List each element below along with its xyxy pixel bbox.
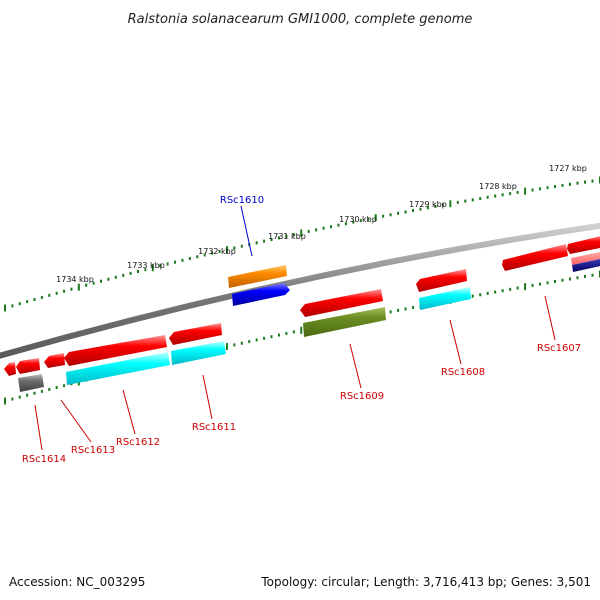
gene-rsc1609-feature[interactable] <box>303 307 386 337</box>
kbp-label-1734: 1734 kbp <box>56 275 94 284</box>
gene-rsc1612-feature[interactable] <box>66 352 170 385</box>
gene-rsc1607-cds[interactable] <box>502 244 568 271</box>
leader-rsc1611 <box>202 374 213 420</box>
leader-rsc1613 <box>60 399 92 443</box>
gene-label-rsc1614[interactable]: RSc1614 <box>22 454 66 465</box>
gene-rsc1610-feature[interactable] <box>228 265 287 288</box>
kbp-label-1732: 1732 kbp <box>198 247 236 256</box>
gene-label-rsc1610[interactable]: RSc1610 <box>220 195 264 206</box>
kbp-label-1727: 1727 kbp <box>549 164 587 173</box>
kbp-label-1731: 1731 kbp <box>268 232 306 241</box>
leader-rsc1607 <box>544 295 556 341</box>
gene-label-rsc1607[interactable]: RSc1607 <box>537 343 581 354</box>
gene-rsc1613-cds[interactable] <box>44 353 65 368</box>
gene-rsc1614-feature[interactable] <box>18 374 44 392</box>
gene-left-edge-cds[interactable] <box>4 362 16 376</box>
gene-rsc1608-cds[interactable] <box>416 269 467 292</box>
gene-rsc1611-feature[interactable] <box>171 341 226 365</box>
kbp-label-1729: 1729 kbp <box>409 200 447 209</box>
gene-right-edge-feature-navy[interactable] <box>572 258 600 272</box>
gene-rsc1609-cds[interactable] <box>300 289 383 317</box>
gene-right-edge-feature-pink[interactable] <box>571 251 600 265</box>
kbp-labels: 1727 kbp 1728 kbp 1729 kbp 1730 kbp 1731… <box>56 164 587 284</box>
gene-label-rsc1612[interactable]: RSc1612 <box>116 437 160 448</box>
gene-labels: RSc1610 RSc1607 RSc1608 RSc1609 RSc1611 … <box>22 195 581 465</box>
kbp-label-1733: 1733 kbp <box>127 261 165 270</box>
gene-label-rsc1611[interactable]: RSc1611 <box>192 422 236 433</box>
gene-rsc1610-cds[interactable] <box>232 283 290 306</box>
kbp-label-1730: 1730 kbp <box>339 215 377 224</box>
accession-text: Accession: NC_003295 <box>9 575 145 589</box>
reverse-features <box>4 269 471 392</box>
leader-rsc1608 <box>449 319 462 365</box>
gene-label-rsc1613[interactable]: RSc1613 <box>71 445 115 456</box>
gene-label-rsc1608[interactable]: RSc1608 <box>441 367 485 378</box>
leader-rsc1612 <box>122 389 136 435</box>
gene-rsc1614-cds[interactable] <box>16 358 40 374</box>
label-leader-lines <box>34 205 556 451</box>
leader-rsc1610 <box>240 205 253 257</box>
leader-rsc1614 <box>34 404 43 451</box>
forward-features <box>228 235 600 306</box>
leader-rsc1609 <box>349 343 362 389</box>
genome-backbone <box>0 222 600 359</box>
gene-label-rsc1609[interactable]: RSc1609 <box>340 391 384 402</box>
gene-rsc1612-cds[interactable] <box>64 335 167 366</box>
gene-right-edge-cds[interactable] <box>567 235 600 254</box>
genome-summary-text: Topology: circular; Length: 3,716,413 bp… <box>260 575 591 589</box>
kbp-label-1728: 1728 kbp <box>479 182 517 191</box>
gene-rsc1611-cds[interactable] <box>169 323 222 345</box>
map-title: Ralstonia solanacearum GMI1000, complete… <box>128 12 473 27</box>
inner-tick-ring <box>4 270 600 405</box>
gene-rsc1608-feature[interactable] <box>419 287 471 310</box>
outer-tick-ring <box>4 176 600 312</box>
